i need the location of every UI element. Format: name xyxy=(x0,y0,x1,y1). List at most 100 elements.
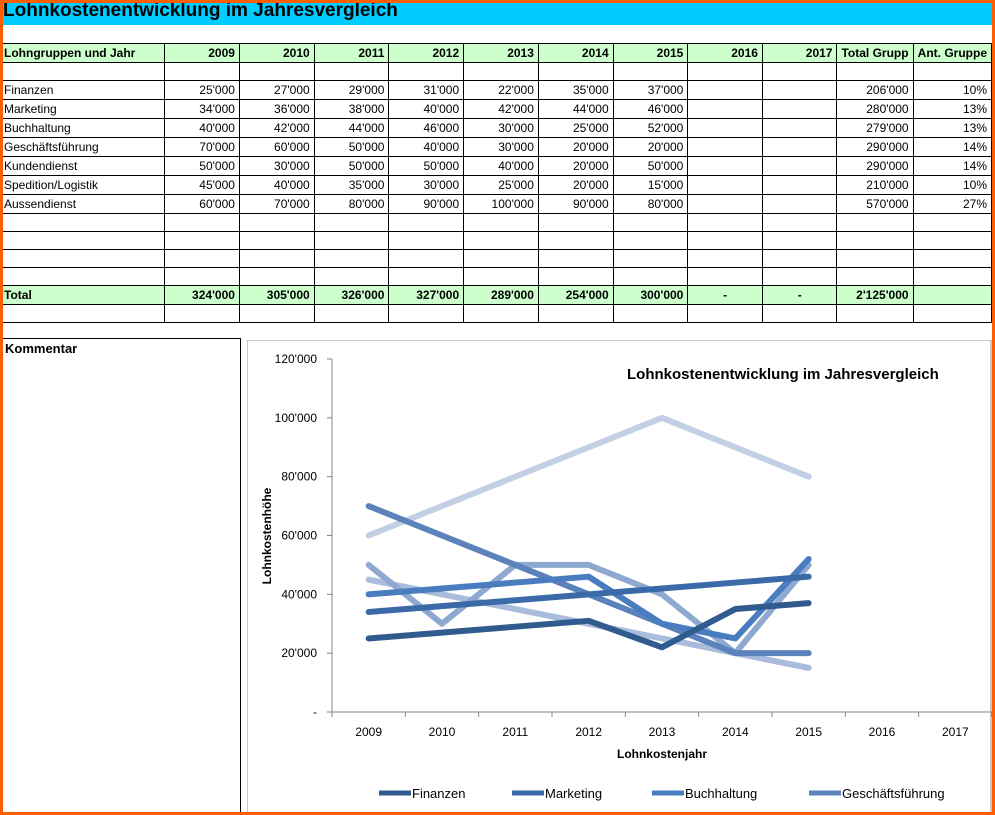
row-label-cell[interactable]: Buchhaltung xyxy=(3,118,166,138)
table-cell[interactable] xyxy=(388,304,465,323)
table-cell[interactable]: 15'000 xyxy=(612,175,689,195)
table-cell[interactable]: - xyxy=(687,285,763,305)
table-cell[interactable] xyxy=(313,304,390,323)
table-cell[interactable]: 2009 xyxy=(164,43,240,63)
table-cell[interactable]: 14% xyxy=(912,156,992,176)
table-cell[interactable]: 38'000 xyxy=(313,99,390,119)
table-cell[interactable]: 90'000 xyxy=(537,194,614,214)
table-cell[interactable] xyxy=(164,231,240,250)
table-cell[interactable]: 279'000 xyxy=(836,118,914,138)
table-cell[interactable] xyxy=(761,99,838,119)
table-cell[interactable] xyxy=(537,304,614,323)
table-cell[interactable] xyxy=(687,118,763,138)
table-cell[interactable] xyxy=(687,175,763,195)
table-cell[interactable] xyxy=(238,231,315,250)
table-cell[interactable] xyxy=(463,304,539,323)
table-cell[interactable]: 10% xyxy=(912,175,992,195)
table-cell[interactable] xyxy=(836,304,914,323)
table-cell[interactable]: 70'000 xyxy=(164,137,240,157)
table-cell[interactable]: 300'000 xyxy=(612,285,689,305)
table-cell[interactable]: 31'000 xyxy=(388,80,465,100)
table-cell[interactable] xyxy=(687,267,763,286)
table-cell[interactable] xyxy=(687,304,763,323)
table-cell[interactable]: 2013 xyxy=(463,43,539,63)
table-cell[interactable]: 27% xyxy=(912,194,992,214)
table-cell[interactable] xyxy=(836,267,914,286)
table-cell[interactable]: 34'000 xyxy=(164,99,240,119)
table-cell[interactable] xyxy=(761,62,838,81)
table-cell[interactable] xyxy=(238,249,315,268)
table-cell[interactable]: 13% xyxy=(912,99,992,119)
row-label-cell[interactable]: Total xyxy=(3,285,166,305)
table-cell[interactable] xyxy=(761,156,838,176)
table-cell[interactable]: 290'000 xyxy=(836,137,914,157)
row-label-cell[interactable] xyxy=(3,213,166,232)
table-cell[interactable]: 50'000 xyxy=(612,156,689,176)
table-cell[interactable]: 29'000 xyxy=(313,80,390,100)
table-cell[interactable] xyxy=(313,249,390,268)
table-cell[interactable] xyxy=(912,304,992,323)
table-cell[interactable]: Total Grupp xyxy=(836,43,914,63)
table-cell[interactable] xyxy=(912,62,992,81)
table-cell[interactable] xyxy=(761,213,838,232)
row-label-cell[interactable]: Kundendienst xyxy=(3,156,166,176)
table-cell[interactable]: 27'000 xyxy=(238,80,315,100)
row-label-cell[interactable] xyxy=(3,62,166,81)
table-cell[interactable] xyxy=(537,213,614,232)
table-cell[interactable] xyxy=(761,249,838,268)
table-cell[interactable] xyxy=(164,304,240,323)
table-cell[interactable]: 70'000 xyxy=(238,194,315,214)
row-label-cell[interactable]: Marketing xyxy=(3,99,166,119)
table-cell[interactable] xyxy=(313,267,390,286)
table-cell[interactable] xyxy=(687,249,763,268)
table-cell[interactable] xyxy=(836,62,914,81)
table-cell[interactable]: 40'000 xyxy=(463,156,539,176)
table-cell[interactable]: 50'000 xyxy=(388,156,465,176)
row-label-cell[interactable]: Aussendienst xyxy=(3,194,166,214)
table-cell[interactable] xyxy=(537,249,614,268)
table-cell[interactable]: 37'000 xyxy=(612,80,689,100)
table-cell[interactable] xyxy=(687,231,763,250)
table-cell[interactable]: 2015 xyxy=(612,43,689,63)
table-cell[interactable] xyxy=(537,231,614,250)
table-cell[interactable] xyxy=(836,249,914,268)
table-cell[interactable] xyxy=(313,62,390,81)
table-cell[interactable] xyxy=(164,249,240,268)
table-cell[interactable] xyxy=(164,267,240,286)
table-cell[interactable] xyxy=(388,249,465,268)
table-cell[interactable]: 14% xyxy=(912,137,992,157)
table-cell[interactable]: 40'000 xyxy=(238,175,315,195)
table-cell[interactable]: 30'000 xyxy=(238,156,315,176)
table-cell[interactable]: 40'000 xyxy=(388,99,465,119)
table-cell[interactable] xyxy=(238,304,315,323)
table-cell[interactable]: 2014 xyxy=(537,43,614,63)
table-cell[interactable] xyxy=(612,213,689,232)
table-cell[interactable] xyxy=(463,62,539,81)
table-cell[interactable]: 254'000 xyxy=(537,285,614,305)
table-cell[interactable] xyxy=(687,99,763,119)
table-cell[interactable]: 20'000 xyxy=(537,156,614,176)
table-cell[interactable]: 25'000 xyxy=(537,118,614,138)
table-cell[interactable]: 2016 xyxy=(687,43,763,63)
table-cell[interactable] xyxy=(761,118,838,138)
row-label-cell[interactable]: Finanzen xyxy=(3,80,166,100)
table-cell[interactable] xyxy=(687,80,763,100)
table-cell[interactable] xyxy=(463,249,539,268)
table-cell[interactable]: 42'000 xyxy=(463,99,539,119)
table-cell[interactable] xyxy=(313,213,390,232)
table-cell[interactable]: 2012 xyxy=(388,43,465,63)
table-cell[interactable]: 35'000 xyxy=(537,80,614,100)
table-cell[interactable]: 2010 xyxy=(238,43,315,63)
table-cell[interactable] xyxy=(912,267,992,286)
table-cell[interactable] xyxy=(388,213,465,232)
table-cell[interactable] xyxy=(537,62,614,81)
table-cell[interactable] xyxy=(612,62,689,81)
table-cell[interactable] xyxy=(687,156,763,176)
table-cell[interactable]: 2011 xyxy=(313,43,390,63)
table-cell[interactable] xyxy=(761,80,838,100)
table-cell[interactable]: 44'000 xyxy=(313,118,390,138)
table-cell[interactable]: 50'000 xyxy=(164,156,240,176)
table-cell[interactable] xyxy=(612,304,689,323)
table-cell[interactable]: 22'000 xyxy=(463,80,539,100)
table-cell[interactable]: 2017 xyxy=(761,43,838,63)
